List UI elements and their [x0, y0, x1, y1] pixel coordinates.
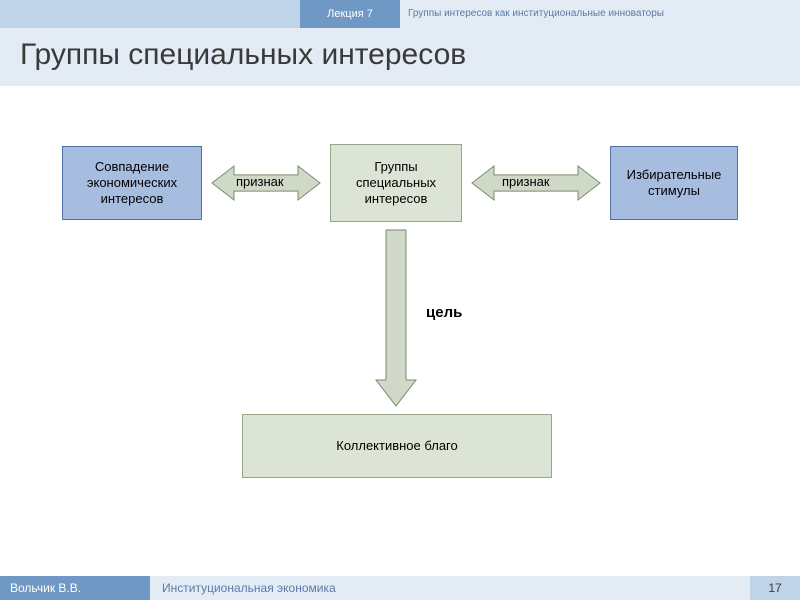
lecture-subtitle: Группы интересов как институциональные и…	[400, 0, 800, 28]
title-band: Группы специальных интересов	[0, 28, 800, 86]
footer: Вольчик В.В. Институциональная экономика…	[0, 576, 800, 600]
lecture-badge: Лекция 7	[300, 0, 400, 28]
arrow-label-a-down: цель	[426, 304, 462, 321]
footer-course: Институциональная экономика	[150, 576, 750, 600]
footer-page: 17	[750, 576, 800, 600]
page-title: Группы специальных интересов	[20, 38, 780, 72]
topbar-spacer	[0, 0, 300, 28]
node-left: Совпадение экономических интересов	[62, 146, 202, 220]
arrow-label-a-right: признак	[502, 174, 550, 189]
arrow-label-a-left: признак	[236, 174, 284, 189]
node-center: Группы специальных интересов	[330, 144, 462, 222]
footer-author: Вольчик В.В.	[0, 576, 150, 600]
arrow-a-down	[376, 230, 416, 406]
node-right: Избирательные стимулы	[610, 146, 738, 220]
diagram-canvas: Совпадение экономических интересов Группы…	[0, 86, 800, 566]
node-bottom: Коллективное благо	[242, 414, 552, 478]
top-bar: Лекция 7 Группы интересов как институцио…	[0, 0, 800, 28]
